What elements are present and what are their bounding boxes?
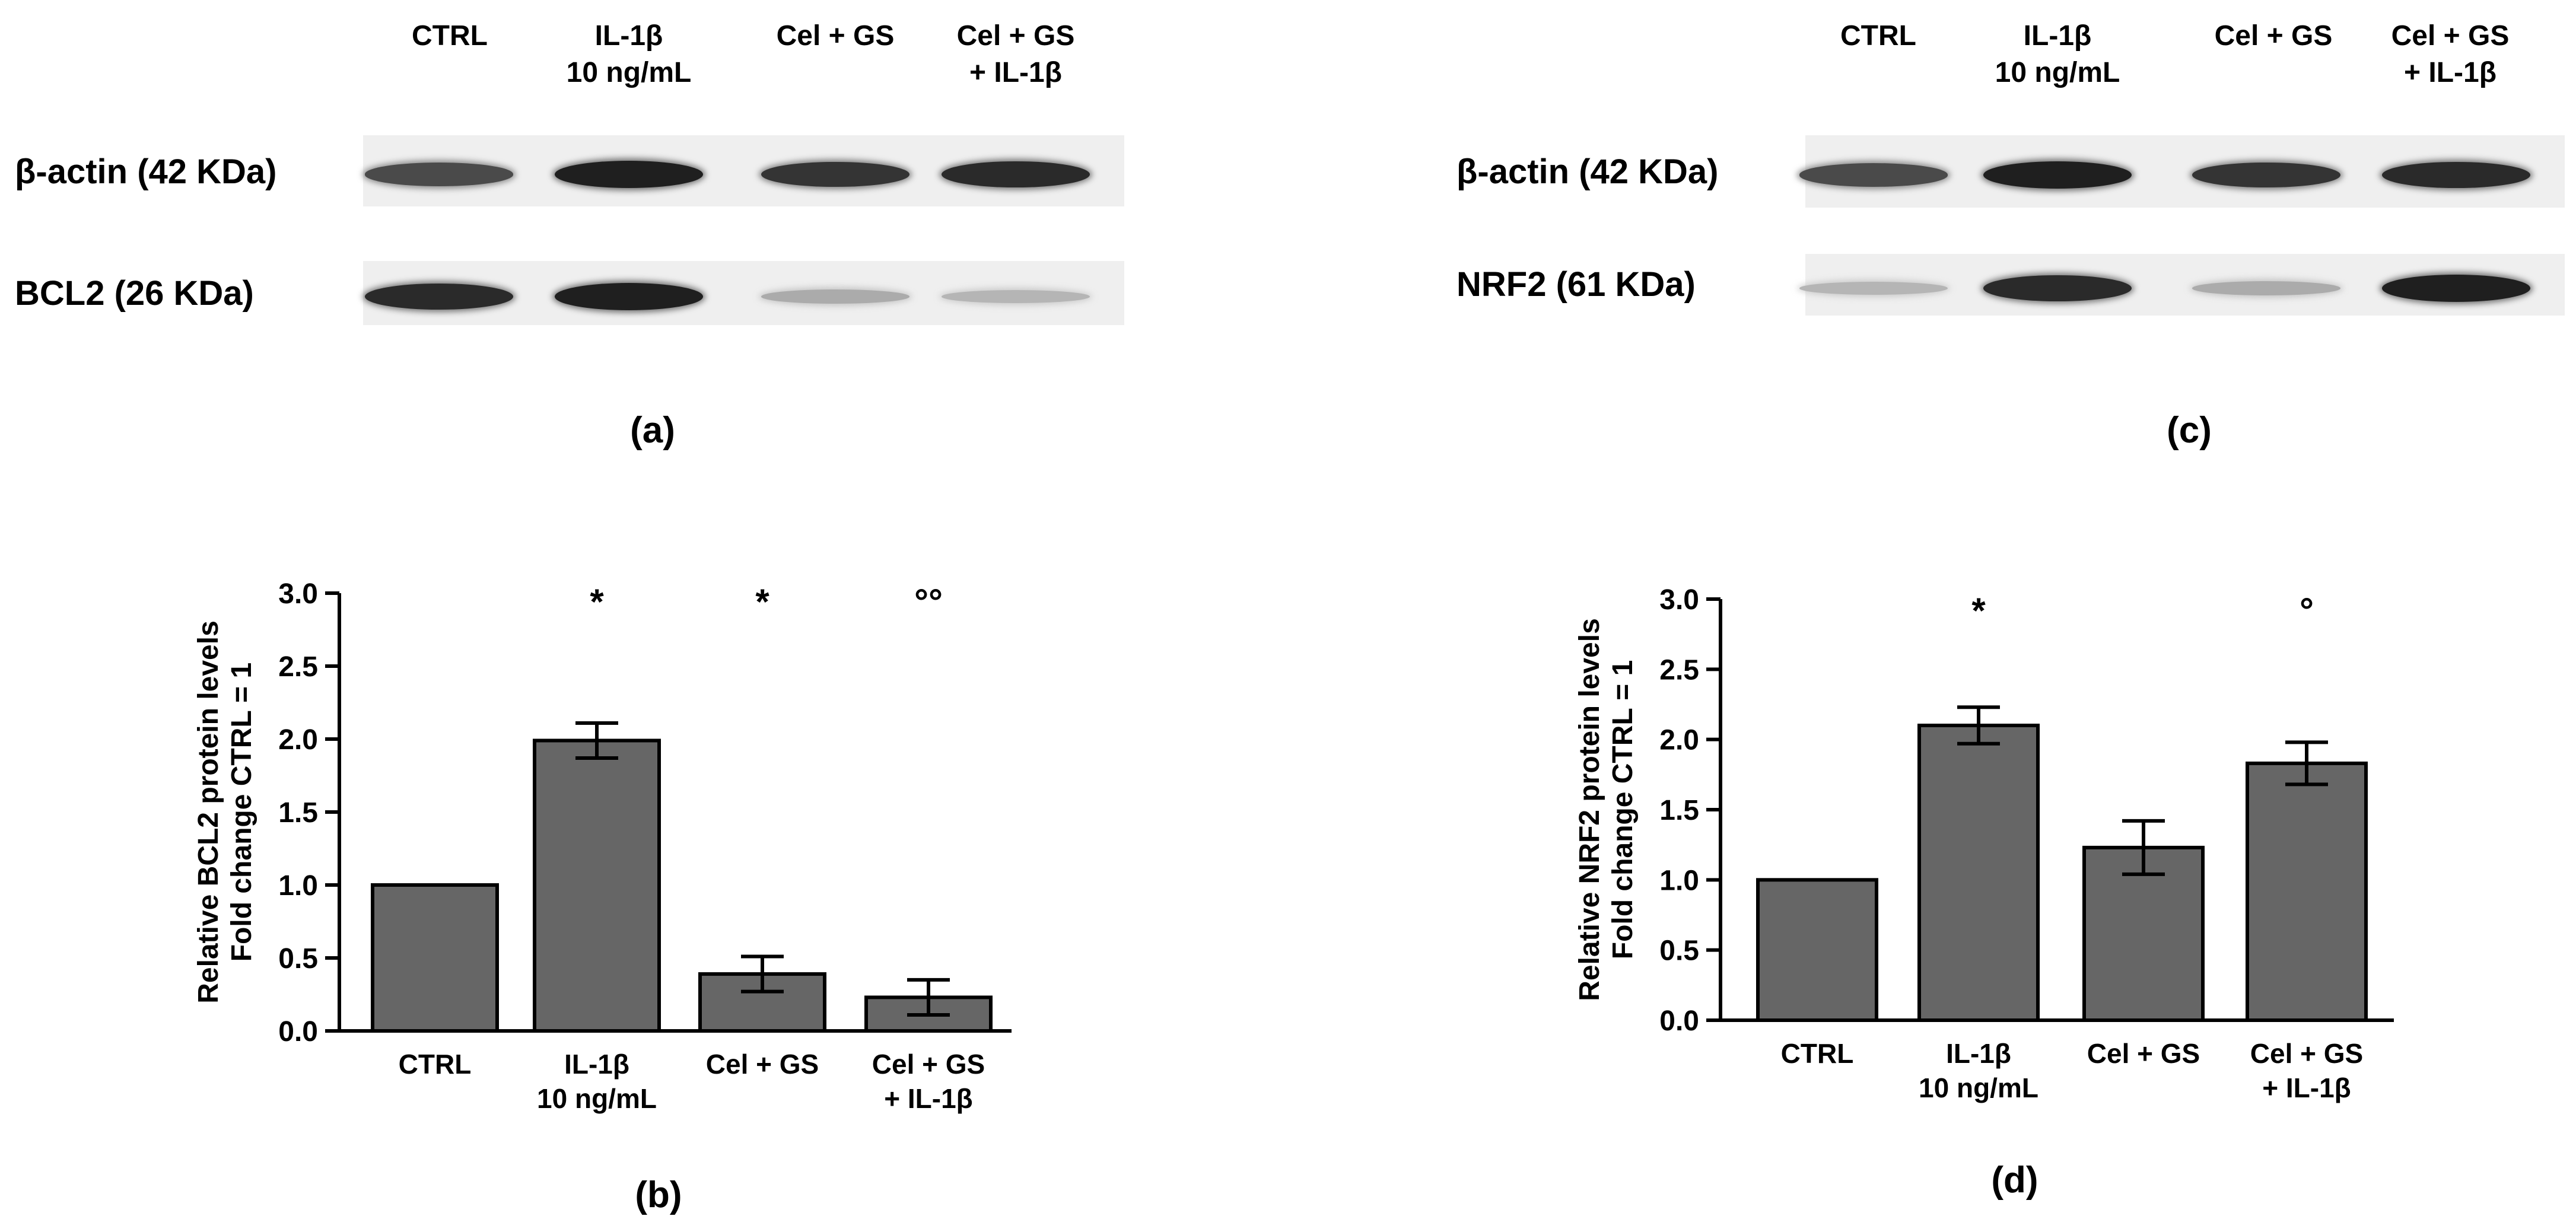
bar	[1756, 878, 1878, 1022]
y-axis-title: Relative NRF2 protein levels	[1574, 618, 1605, 1001]
blot-band	[761, 161, 909, 187]
x-tick-label: CTRL	[1781, 1038, 1854, 1069]
y-tick-label: 2.5	[278, 651, 318, 683]
y-tick-label: 2.5	[1659, 654, 1699, 686]
y-tick-label: 1.5	[1659, 795, 1699, 826]
significance-marker: °°	[914, 582, 943, 622]
blot-band	[2192, 281, 2340, 295]
blot-band	[1799, 163, 1948, 187]
bar-chart-nrf2: 0.0 0.5 1.0 1.5 2.0 2.5 3.0 Relative NRF2 prote…	[1574, 584, 2394, 1201]
blot-band	[942, 289, 1090, 304]
x-tick-label: IL-1β	[1946, 1038, 2011, 1069]
x-tick-label: + IL-1β	[2262, 1072, 2351, 1103]
bar	[371, 883, 499, 1033]
y-axis-title: Relative BCL2 protein levels	[193, 620, 224, 1004]
y-tick-label: 1.0	[1659, 865, 1699, 896]
lane-label-il1b: IL-1β 10 ng/mL	[566, 20, 692, 88]
y-tick-label: 1.5	[278, 797, 318, 829]
blot-band	[1983, 275, 2132, 302]
panel-label-a: (a)	[630, 410, 675, 451]
blot-strip-bactin	[1799, 135, 2565, 208]
x-tick-label: CTRL	[399, 1049, 472, 1080]
x-tick-label: Cel + GS	[2087, 1038, 2200, 1069]
significance-marker: *	[755, 582, 769, 622]
lane-label-ctrl: CTRL	[412, 20, 488, 52]
y-tick-label: 0.5	[1659, 935, 1699, 967]
blot-row-label-bcl2: BCL2 (26 KDa)	[15, 274, 254, 313]
y-tick-label: 1.0	[278, 870, 318, 902]
blot-band	[365, 163, 513, 186]
y-tick-label: 2.0	[278, 724, 318, 756]
bar	[2246, 761, 2368, 1022]
lane-label-il1b: IL-1β 10 ng/mL	[1995, 20, 2120, 88]
y-tick-label: 0.5	[278, 943, 318, 975]
y-tick-label: 0.0	[278, 1016, 318, 1048]
blot-band	[1983, 161, 2132, 189]
blot-strip-bactin	[363, 135, 1124, 206]
y-tick-label: 3.0	[1659, 584, 1699, 616]
lane-label-cel-gs-il1b: Cel + GS + IL-1β	[2391, 20, 2510, 88]
x-tick-label: Cel + GS	[2250, 1038, 2363, 1069]
x-tick-label: 10 ng/mL	[1919, 1072, 2038, 1103]
blot-strip-nrf2	[1799, 254, 2565, 316]
panel-label: (b)	[635, 1174, 682, 1215]
blot-band	[555, 161, 703, 188]
blot-row-label-bactin: β-actin (42 KDa)	[1456, 152, 1719, 191]
blot-band	[2382, 161, 2530, 189]
x-tick-label: + IL-1β	[884, 1083, 973, 1114]
blot-band	[942, 161, 1090, 188]
y-axis-title: Fold change CTRL = 1	[1607, 660, 1639, 960]
x-tick-label: Cel + GS	[706, 1049, 819, 1080]
blot-row-label-nrf2: NRF2 (61 KDa)	[1456, 265, 1696, 304]
y-tick-label: 2.0	[1659, 725, 1699, 756]
panel-label-c: (c)	[2167, 410, 2212, 451]
bar	[2082, 845, 2205, 1023]
bar	[1917, 724, 2040, 1022]
panel-label: (d)	[1991, 1160, 2038, 1201]
lane-label-ctrl: CTRL	[1840, 20, 1916, 52]
y-axis-title: Fold change CTRL = 1	[226, 663, 257, 962]
significance-marker: *	[1971, 591, 1986, 631]
blot-band	[1799, 281, 1948, 295]
x-tick-label: 10 ng/mL	[537, 1083, 657, 1114]
significance-marker: °	[2300, 591, 2314, 631]
blot-band	[761, 289, 909, 304]
x-tick-label: Cel + GS	[872, 1049, 985, 1080]
significance-marker: *	[590, 582, 604, 622]
blot-band	[2192, 162, 2340, 188]
blot-row-label-bactin: β-actin (42 KDa)	[15, 152, 277, 191]
lane-label-cel-gs: Cel + GS	[776, 20, 895, 52]
y-tick-label: 3.0	[278, 578, 318, 610]
bar-chart-bcl2: 0.0 0.5 1.0 1.5 2.0 2.5 3.0 Relative BCL2 prote…	[193, 578, 1012, 1215]
blot-band	[555, 283, 703, 310]
blot-band	[2382, 275, 2530, 302]
x-tick-label: IL-1β	[564, 1049, 629, 1080]
lane-label-cel-gs-il1b: Cel + GS + IL-1β	[956, 20, 1075, 88]
y-tick-label: 0.0	[1659, 1005, 1699, 1037]
bar	[533, 738, 661, 1033]
blot-strip-bcl2	[363, 261, 1124, 325]
lane-label-cel-gs: Cel + GS	[2214, 20, 2333, 52]
blot-band	[365, 283, 513, 310]
